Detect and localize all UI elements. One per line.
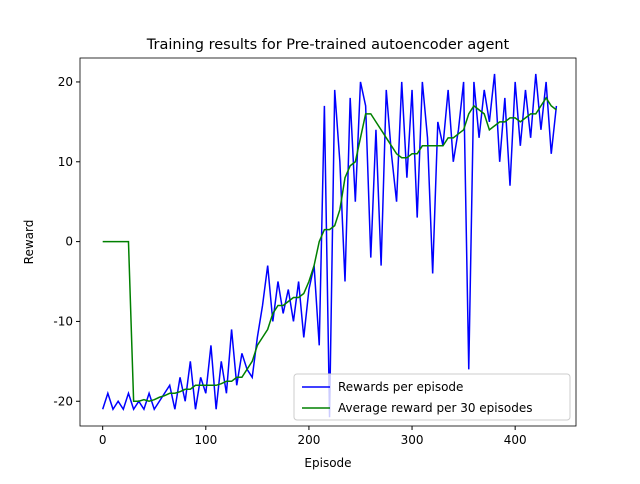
legend-label: Rewards per episode	[338, 380, 463, 394]
y-tick-label: -20	[53, 394, 73, 408]
x-tick-label: 200	[297, 433, 320, 447]
plot-frame	[79, 57, 577, 427]
x-tick-label: 300	[401, 433, 424, 447]
legend-label: Average reward per 30 episodes	[338, 401, 532, 415]
series-line	[102, 96, 557, 403]
x-tick-label: 0	[99, 433, 107, 447]
y-tick-label: 0	[65, 235, 73, 249]
chart-title: Training results for Pre-trained autoenc…	[146, 37, 510, 53]
x-axis-label: Episode	[304, 456, 351, 470]
y-tick-label: 10	[58, 155, 73, 169]
y-axis-label: Reward	[22, 220, 36, 265]
y-tick-label: 20	[58, 75, 73, 89]
y-tick-label: -10	[53, 314, 73, 328]
legend-box	[293, 373, 571, 421]
x-tick-label: 400	[504, 433, 527, 447]
x-tick-label: 100	[194, 433, 217, 447]
